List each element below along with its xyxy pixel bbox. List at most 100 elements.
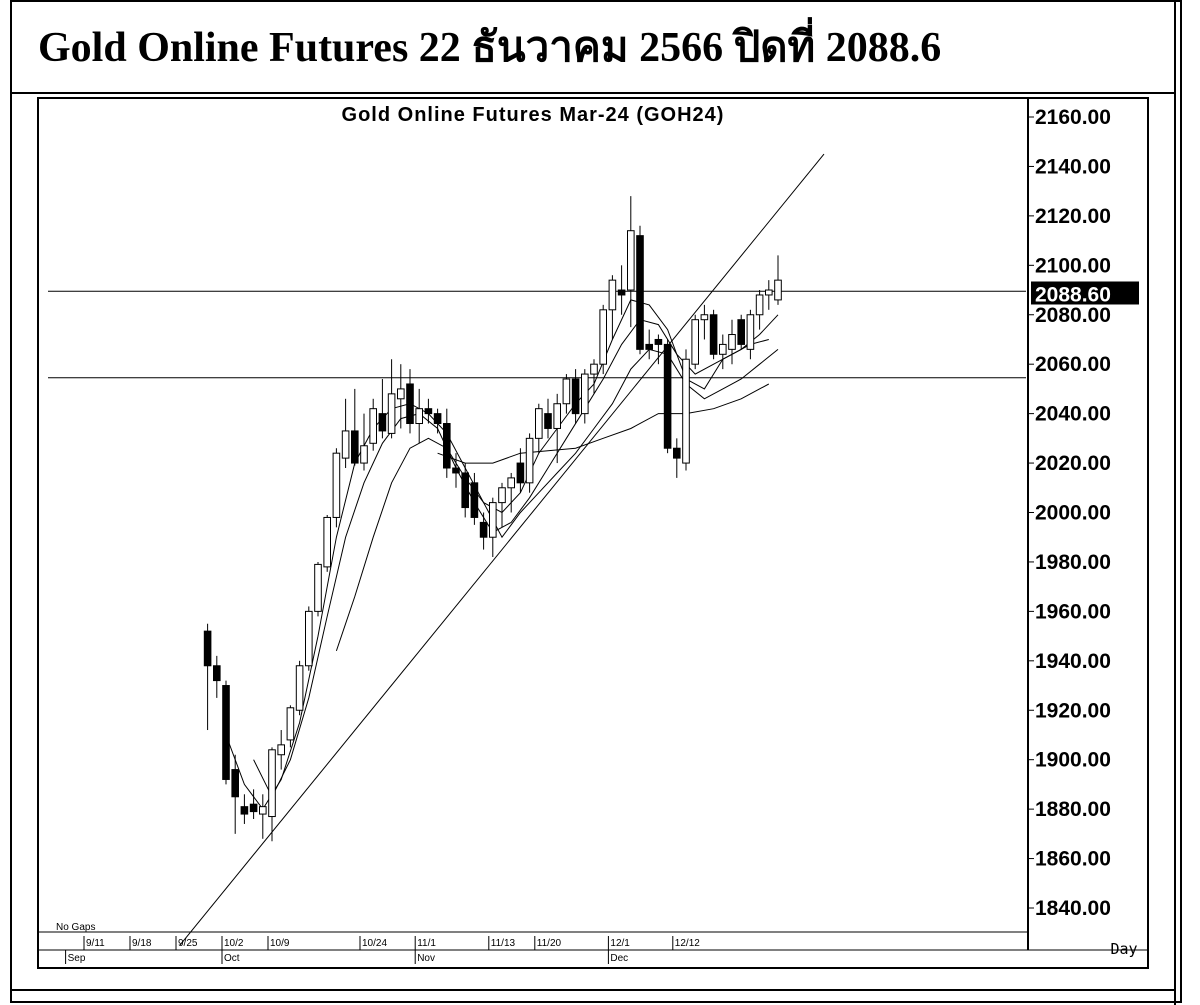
candle — [314, 561, 322, 617]
date-label: 11/13 — [491, 938, 516, 949]
candle-body-bearish — [249, 803, 258, 813]
date-label: 12/1 — [610, 938, 630, 949]
date-label: 10/24 — [362, 938, 387, 949]
candle — [507, 472, 515, 513]
candle-body-bullish — [397, 388, 405, 400]
y-tick-label: 2080.00 — [1035, 304, 1111, 327]
candle-body-bullish — [691, 319, 700, 365]
candle — [553, 393, 562, 464]
date-label: 9/18 — [132, 938, 152, 949]
candle — [213, 655, 221, 698]
candle — [351, 388, 359, 466]
chart-title: Gold Online Futures Mar-24 (GOH24) — [342, 104, 725, 126]
date-label: 9/25 — [178, 938, 198, 949]
y-tick-label: 2140.00 — [1035, 155, 1111, 178]
candle-body-bearish — [709, 314, 718, 355]
y-tick-label: 2120.00 — [1035, 205, 1111, 228]
title-row: Gold Online Futures 22 ธันวาคม 2566 ปิดท… — [12, 2, 1174, 94]
candle-body-bearish — [461, 472, 469, 509]
no-gaps-note: No Gaps — [56, 922, 95, 933]
candle — [323, 514, 331, 572]
x-axis: 9/11 9/18 9/25 10/2 10/9 10/24 11/1 11/13 11/20 1… — [65, 936, 700, 964]
candle — [498, 482, 506, 528]
candle — [682, 349, 690, 471]
candle — [240, 794, 249, 824]
candle — [332, 448, 341, 528]
candle — [673, 438, 681, 478]
candle — [305, 606, 313, 671]
candle-body-bullish — [360, 445, 368, 464]
candle-body-bullish — [341, 430, 350, 459]
candle — [562, 374, 571, 414]
candle — [590, 359, 598, 394]
candle — [259, 794, 267, 839]
month-label: Dec — [610, 953, 628, 964]
candle — [452, 453, 460, 488]
candle-body-bearish — [645, 343, 654, 350]
y-tick-label: 2100.00 — [1035, 254, 1111, 277]
candle-body-bearish — [452, 467, 460, 474]
y-tick-label: 2160.00 — [1035, 106, 1111, 129]
candle — [378, 379, 387, 439]
candle — [341, 398, 350, 469]
candle — [231, 754, 239, 834]
candle-body-bearish — [571, 378, 580, 415]
candle-body-bullish — [332, 452, 341, 518]
y-tick-label: 2020.00 — [1035, 452, 1111, 475]
candle-body-bearish — [470, 482, 479, 518]
candle — [571, 369, 580, 424]
candle-body-bullish — [700, 314, 709, 321]
y-tick-label: 1940.00 — [1035, 650, 1111, 673]
month-label: Sep — [68, 953, 86, 964]
candle — [443, 408, 451, 478]
month-label: Oct — [224, 953, 240, 964]
candle-body-bullish — [553, 403, 562, 429]
candle-body-bullish — [765, 289, 773, 296]
right-column-border — [1174, 2, 1176, 1005]
candle-body-bearish — [222, 685, 230, 780]
candle-body-bearish — [479, 521, 488, 538]
candle-body-bullish — [590, 363, 598, 375]
moving-average-line-2 — [335, 348, 779, 652]
candle — [387, 359, 396, 439]
candle-body-bearish — [231, 769, 239, 798]
candle — [544, 398, 552, 439]
candle-body-bullish — [305, 610, 313, 667]
candle-body-bullish — [719, 343, 727, 355]
candle-body-bullish — [774, 279, 782, 301]
candle-body-bullish — [728, 334, 736, 350]
candle — [433, 408, 442, 434]
last-price-label: 2088.60 — [1035, 283, 1111, 306]
candle-body-bearish — [673, 447, 681, 459]
candle-body-bullish — [323, 516, 331, 568]
candle — [268, 747, 276, 842]
y-tick-label: 2040.00 — [1035, 403, 1111, 426]
candle-body-bearish — [443, 423, 451, 469]
moving-average-line-3 — [437, 383, 770, 464]
candle-body-bullish — [755, 294, 764, 316]
candle — [535, 403, 543, 454]
candle — [746, 309, 755, 360]
y-tick-label: 1840.00 — [1035, 897, 1111, 920]
candle-body-bearish — [544, 413, 552, 429]
candle — [489, 497, 497, 557]
candle-body-bullish — [286, 707, 295, 741]
candle — [691, 314, 700, 370]
candle — [397, 364, 405, 429]
last-price-box — [1031, 281, 1139, 305]
date-label: 10/2 — [224, 938, 244, 949]
candle — [599, 304, 608, 375]
candle-body-bullish — [268, 749, 276, 818]
candle-body-bearish — [378, 413, 387, 432]
candle — [654, 334, 663, 365]
candle — [663, 339, 672, 454]
candle-body-bullish — [507, 477, 515, 489]
candle — [636, 225, 644, 355]
date-label: 9/11 — [86, 938, 105, 949]
plot-area — [48, 153, 1026, 946]
candle-body-bullish — [314, 563, 322, 612]
candle-body-bullish — [746, 314, 755, 350]
candle — [617, 265, 626, 315]
candle — [222, 680, 230, 785]
y-tick-label: 2000.00 — [1035, 502, 1111, 525]
